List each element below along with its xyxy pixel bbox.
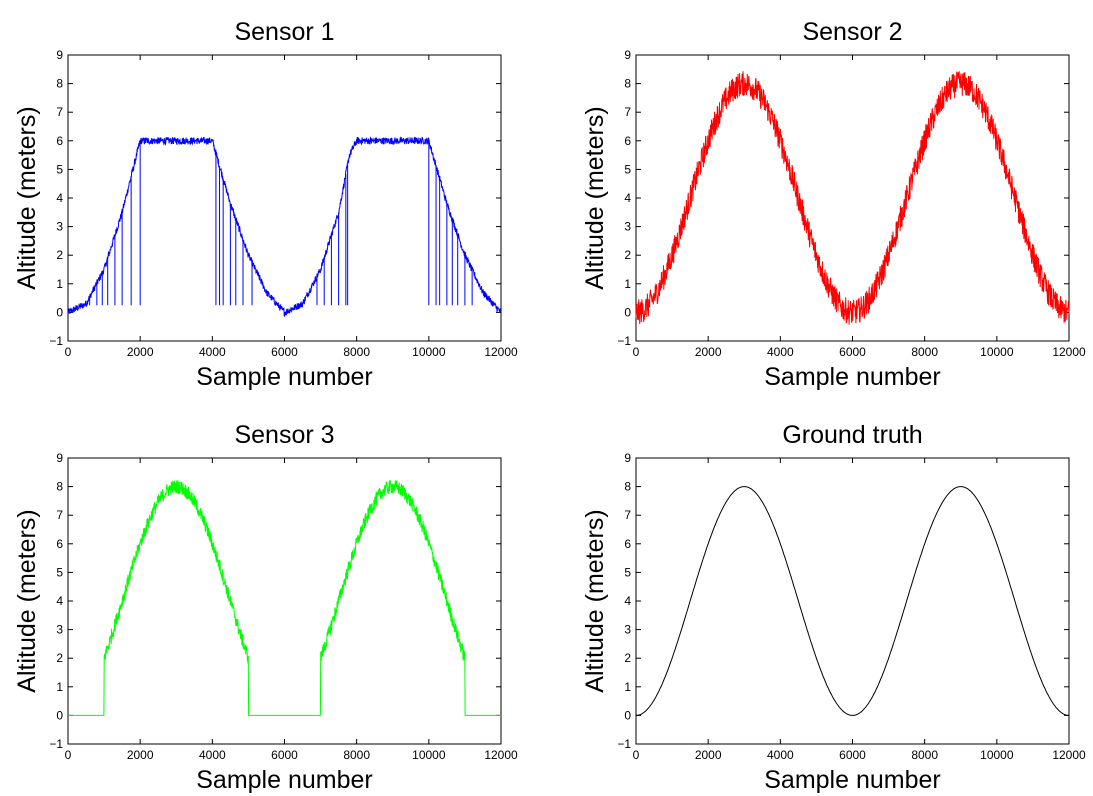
y-tick-label: −1 [617,737,631,751]
y-tick-label: 6 [624,537,631,551]
y-tick-label: 5 [56,565,63,579]
y-tick-label: 7 [624,105,631,119]
subplot-4: Ground truth Sample number Altitude (meter… [581,421,1086,794]
y-axis-label: Altitude (meters) [13,106,41,289]
x-tick-label: 0 [633,748,640,762]
x-tick-label: 4000 [767,748,794,762]
y-tick-label: 4 [624,191,631,205]
x-tick-label: 2000 [695,345,722,359]
y-tick-label: 8 [56,480,63,494]
x-axis-label: Sample number [764,766,940,794]
x-tick-label: 10000 [980,748,1014,762]
axes-frame [635,54,1070,342]
y-tick-label: 8 [56,77,63,91]
x-tick-label: 4000 [199,345,226,359]
axes-frame [67,457,502,745]
y-tick-label: 4 [56,191,63,205]
y-tick-label: 0 [624,708,631,722]
x-tick-label: 2000 [695,748,722,762]
x-tick-label: 2000 [127,345,154,359]
y-tick-label: 3 [624,220,631,234]
axes-frame [635,457,1070,745]
x-tick-label: 8000 [343,748,370,762]
y-tick-label: −1 [617,334,631,348]
y-tick-label: 3 [56,220,63,234]
y-axis-label: Altitude (meters) [13,509,41,692]
x-tick-label: 10000 [412,748,446,762]
chart-title: Sensor 1 [234,18,334,46]
y-tick-label: 3 [624,623,631,637]
y-tick-label: 7 [56,105,63,119]
series-line [68,479,501,716]
subplot-1: Sensor 1 Sample number Altitude (meters) 0 2… [13,18,518,391]
x-tick-label: 10000 [980,345,1014,359]
y-tick-label: 2 [624,248,631,262]
x-tick-label: 2000 [127,748,154,762]
x-tick-label: 0 [65,345,72,359]
y-tick-label: 4 [624,594,631,608]
subplot-3: Sensor 3 Sample number Altitude (meters) 0 2… [13,421,518,794]
y-tick-label: 4 [56,594,63,608]
y-tick-label: 1 [624,680,631,694]
y-axis-label: Altitude (meters) [581,106,609,289]
x-tick-label: 0 [633,345,640,359]
y-tick-label: 0 [624,305,631,319]
x-tick-label: 10000 [412,345,446,359]
y-tick-label: 1 [56,680,63,694]
x-tick-label: 6000 [271,345,298,359]
x-tick-label: 8000 [911,748,938,762]
x-tick-label: 6000 [839,345,866,359]
y-tick-label: 7 [56,508,63,522]
y-tick-label: 2 [56,651,63,665]
x-tick-label: 4000 [767,345,794,359]
y-tick-label: 9 [624,48,631,62]
y-tick-label: 6 [56,134,63,148]
y-tick-label: 0 [56,708,63,722]
y-tick-label: 5 [624,565,631,579]
chart-title: Sensor 3 [234,421,334,449]
y-tick-label: 5 [56,162,63,176]
x-tick-label: 8000 [343,345,370,359]
y-tick-label: 1 [624,277,631,291]
x-tick-label: 6000 [839,748,866,762]
y-tick-label: 9 [56,451,63,465]
x-axis-label: Sample number [196,766,372,794]
x-tick-label: 6000 [271,748,298,762]
series-line [67,136,502,318]
subplot-2: Sensor 2 Sample number Altitude (meters) 0 2… [581,18,1086,391]
x-tick-label: 12000 [484,748,518,762]
series-line [636,486,1069,716]
x-tick-label: 4000 [199,748,226,762]
y-tick-label: 8 [624,480,631,494]
y-tick-label: 0 [56,305,63,319]
y-tick-label: 1 [56,277,63,291]
y-tick-label: 8 [624,77,631,91]
series-line [635,71,1070,325]
y-tick-label: 6 [56,537,63,551]
x-axis-label: Sample number [196,363,372,391]
x-tick-label: 8000 [911,345,938,359]
y-tick-label: 2 [624,651,631,665]
y-tick-label: −1 [49,737,63,751]
y-tick-label: 7 [624,508,631,522]
y-axis-label: Altitude (meters) [581,509,609,692]
y-tick-label: 9 [56,48,63,62]
y-tick-label: 6 [624,134,631,148]
y-tick-label: −1 [49,334,63,348]
y-tick-label: 2 [56,248,63,262]
chart-title: Sensor 2 [802,18,902,46]
x-tick-label: 12000 [484,345,518,359]
x-axis-label: Sample number [764,363,940,391]
y-tick-label: 3 [56,623,63,637]
chart-title: Ground truth [782,421,922,449]
y-tick-label: 5 [624,162,631,176]
y-tick-label: 9 [624,451,631,465]
x-tick-label: 0 [65,748,72,762]
x-tick-label: 12000 [1052,345,1086,359]
x-tick-label: 12000 [1052,748,1086,762]
